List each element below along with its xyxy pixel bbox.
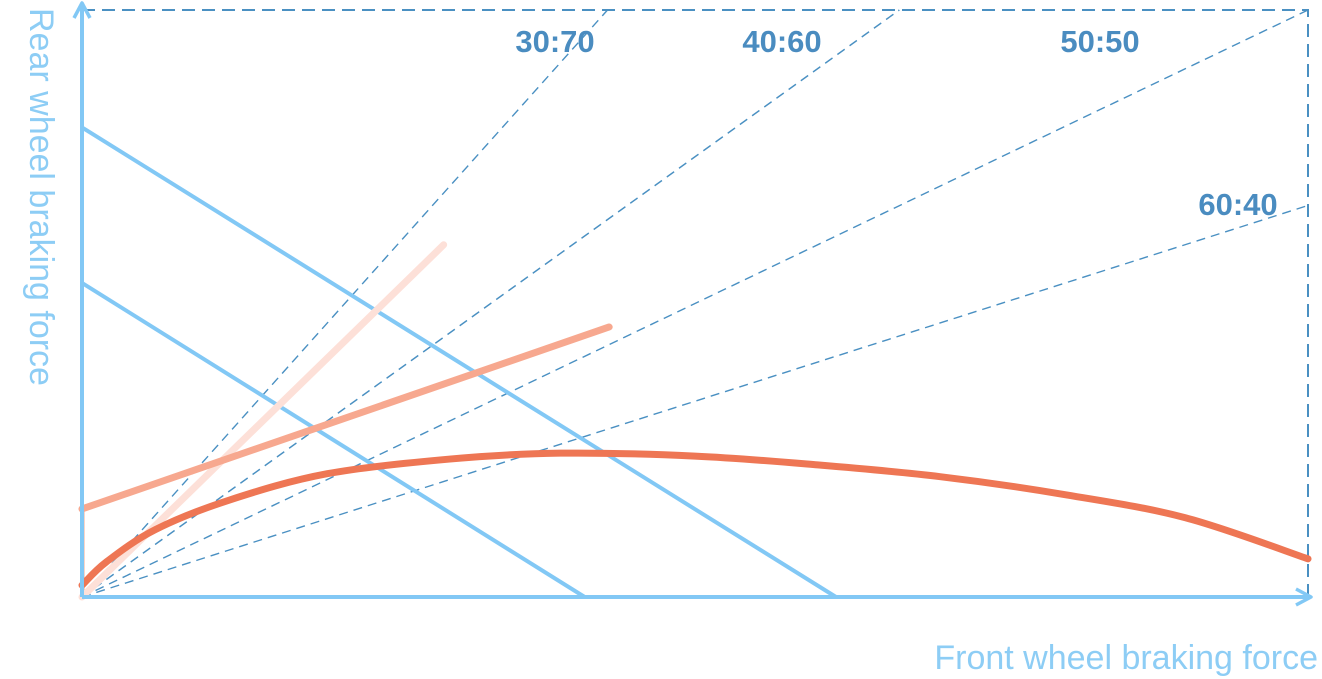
chart-axes <box>72 1 1313 607</box>
x-axis-label: Front wheel braking force <box>934 639 1318 677</box>
distribution-line <box>81 204 1309 598</box>
y-axis-arrow <box>72 1 92 19</box>
distribution-line <box>81 9 609 598</box>
ratio-label-60-40: 60:40 <box>1198 187 1277 222</box>
y-axis-label: Rear wheel braking force <box>22 8 60 386</box>
chart-series <box>78 241 1312 601</box>
distribution-line <box>81 9 900 598</box>
deceleration-line <box>80 125 838 599</box>
deceleration-line <box>80 281 586 599</box>
series-line-3 <box>78 449 1312 589</box>
ratio-label-50-50: 50:50 <box>1060 24 1139 59</box>
plot-frame <box>82 9 1309 597</box>
x-axis-arrow <box>1295 587 1313 607</box>
distribution-line <box>81 9 1309 598</box>
ratio-label-30-70: 30:70 <box>515 24 594 59</box>
ratio-labels: 30:70 40:60 50:50 60:40 <box>515 24 1277 222</box>
deceleration-lines <box>80 125 838 599</box>
ratio-label-40-60: 40:60 <box>742 24 821 59</box>
series-line-2 <box>78 323 613 513</box>
chart-guides <box>81 9 1309 598</box>
